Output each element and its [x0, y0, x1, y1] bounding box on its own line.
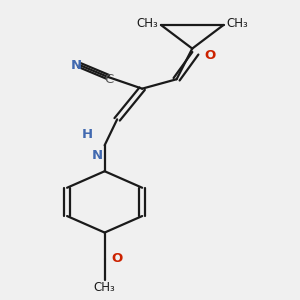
Text: CH₃: CH₃ — [227, 17, 248, 30]
Text: C: C — [105, 73, 114, 86]
Text: O: O — [205, 49, 216, 62]
Text: N: N — [91, 149, 102, 162]
Text: CH₃: CH₃ — [94, 281, 116, 294]
Text: N: N — [71, 58, 82, 72]
Text: O: O — [111, 252, 122, 265]
Text: CH₃: CH₃ — [136, 17, 158, 30]
Text: H: H — [82, 128, 93, 141]
